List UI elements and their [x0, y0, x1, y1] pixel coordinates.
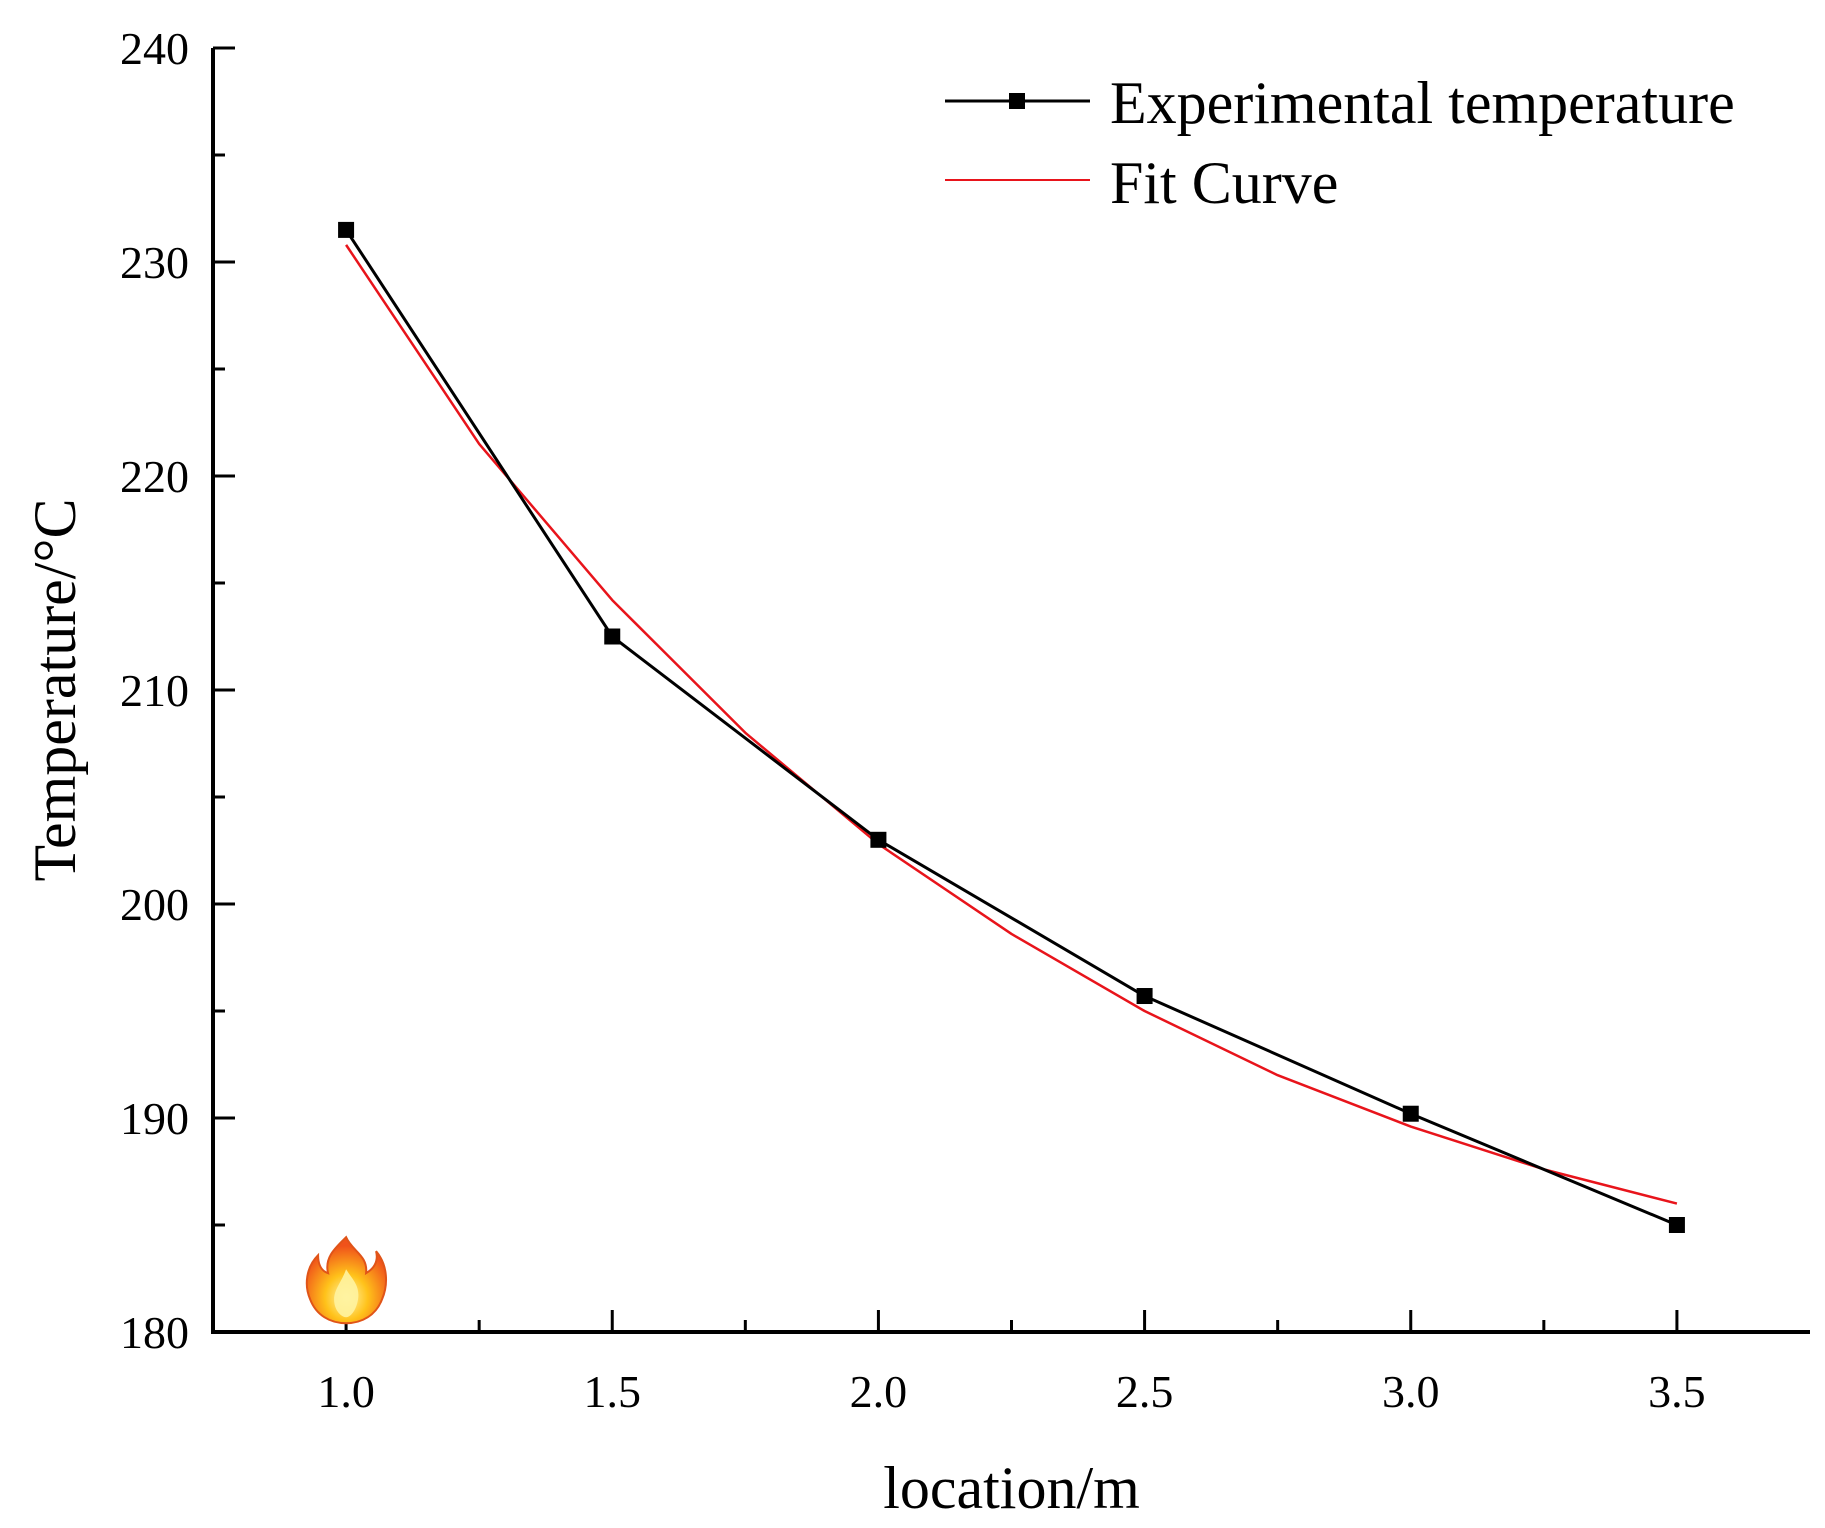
- data-point-experimental: [870, 831, 887, 848]
- plot-area: 1.0 1.5 2.0 2.5 3.0 3.5 180 190 200 210 220 230 240: [120, 23, 1810, 1417]
- y-tick-label: 200: [120, 879, 189, 930]
- series-layer: [338, 221, 1685, 1233]
- y-tick-label: 190: [120, 1093, 189, 1144]
- y-axis-title: Temperature/°C: [22, 499, 88, 882]
- fire-icon-inner: [334, 1269, 359, 1318]
- legend-entry-fit: Fit Curve: [945, 150, 1338, 216]
- legend-label-experimental: Experimental temperature: [1110, 70, 1735, 136]
- x-tick-label: 2.5: [1116, 1366, 1174, 1417]
- x-tick-label: 1.5: [584, 1366, 642, 1417]
- data-point-experimental: [338, 221, 355, 238]
- axis-ticks: [213, 46, 1679, 1334]
- x-tick-label: 3.0: [1382, 1366, 1440, 1417]
- legend-label-fit: Fit Curve: [1110, 150, 1338, 216]
- axis-tick-labels: 1.0 1.5 2.0 2.5 3.0 3.5 180 190 200 210 220 230 240: [120, 23, 1706, 1417]
- y-tick-label: 220: [120, 451, 189, 502]
- x-axis-title: location/m: [883, 1455, 1140, 1521]
- y-tick-label: 230: [120, 237, 189, 288]
- legend-entry-experimental: Experimental temperature: [945, 70, 1735, 136]
- data-point-experimental: [604, 628, 621, 645]
- series-line-fit-curve: [345, 244, 1678, 1205]
- fire-icon: [305, 1235, 387, 1325]
- y-tick-label: 210: [120, 665, 189, 716]
- data-point-experimental: [1136, 988, 1153, 1005]
- legend: Experimental temperature Fit Curve: [945, 70, 1735, 216]
- x-tick-label: 2.0: [850, 1366, 908, 1417]
- x-tick-label: 3.5: [1648, 1366, 1706, 1417]
- legend-marker-experimental: [1009, 93, 1025, 109]
- data-point-experimental: [1668, 1217, 1685, 1233]
- series-line-experimental: [344, 229, 1678, 1227]
- data-point-experimental: [1402, 1105, 1419, 1122]
- y-tick-label: 240: [120, 23, 189, 74]
- y-tick-label: 180: [120, 1307, 189, 1358]
- x-tick-label: 1.0: [317, 1366, 375, 1417]
